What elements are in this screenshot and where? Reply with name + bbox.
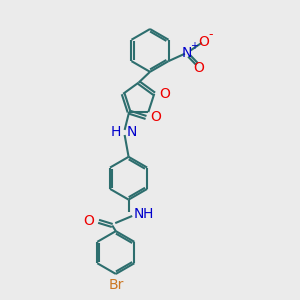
Text: O: O <box>198 34 209 49</box>
Text: H: H <box>143 207 153 221</box>
Text: O: O <box>83 214 94 228</box>
Text: Br: Br <box>108 278 124 292</box>
Text: O: O <box>193 61 204 75</box>
Text: N: N <box>126 125 137 139</box>
Text: N: N <box>134 207 144 221</box>
Text: O: O <box>150 110 161 124</box>
Text: N: N <box>182 46 192 60</box>
Text: H: H <box>111 125 121 139</box>
Text: -: - <box>208 28 213 41</box>
Text: +: + <box>190 41 198 51</box>
Text: O: O <box>160 87 170 101</box>
